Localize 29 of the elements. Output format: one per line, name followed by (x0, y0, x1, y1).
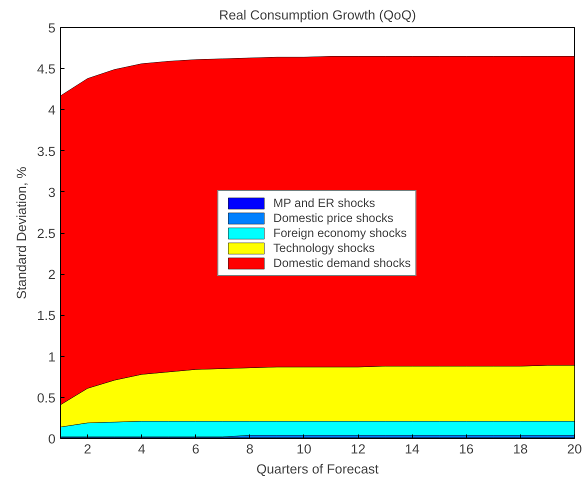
x-tick-label: 18 (512, 442, 528, 456)
y-tick-label: 5 (48, 20, 56, 36)
x-tick-label: 2 (84, 442, 92, 456)
legend-label: Domestic demand shocks (273, 256, 411, 270)
x-tick-label: 14 (404, 442, 420, 456)
y-tick-label: 2 (48, 267, 56, 282)
y-tick-label: 0 (48, 432, 56, 446)
y-tick-label: 3.5 (36, 144, 56, 159)
x-tick-label: 4 (138, 442, 146, 456)
legend-label: MP and ER shocks (273, 196, 376, 210)
x-axis-title: Quarters of Forecast (256, 462, 379, 476)
y-tick-label: 4 (48, 102, 56, 118)
y-tick-label: 4.5 (36, 62, 56, 77)
x-tick-label: 6 (192, 442, 200, 456)
x-tick-label: 10 (296, 442, 312, 456)
y-tick-label: 1 (48, 349, 56, 364)
x-tick-label: 16 (458, 442, 474, 456)
x-tick-label: 12 (350, 442, 366, 456)
legend-label: Domestic price shocks (273, 210, 394, 224)
y-tick-label: 0.5 (36, 390, 56, 406)
x-tick-label: 20 (567, 442, 582, 456)
x-tick-label: 8 (246, 442, 254, 456)
y-tick-label: 3 (48, 184, 56, 200)
legend-label: Foreign economy shocks (273, 226, 407, 240)
y-tick-label: 1.5 (36, 308, 56, 324)
chart-title: Real Consumption Growth (QoQ) (218, 8, 416, 22)
y-tick-label: 2.5 (36, 226, 56, 241)
y-axis-title: Standard Deviation, % (14, 166, 29, 300)
legend-label: Technology shocks (273, 240, 375, 254)
